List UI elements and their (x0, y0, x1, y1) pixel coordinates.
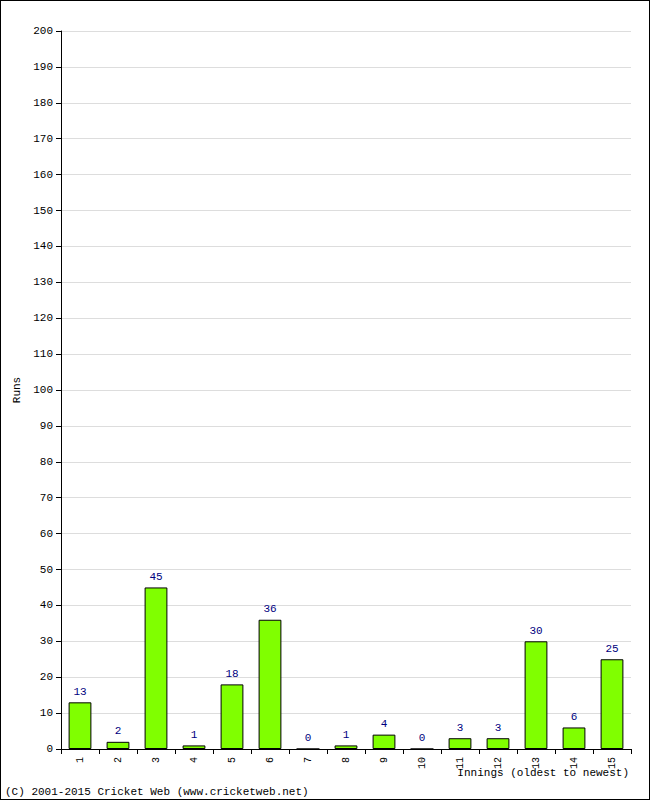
svg-text:5: 5 (227, 757, 238, 763)
svg-text:11: 11 (455, 757, 466, 769)
svg-text:12: 12 (493, 757, 504, 769)
svg-text:1: 1 (75, 757, 86, 763)
svg-text:120: 120 (33, 312, 53, 324)
svg-text:7: 7 (303, 757, 314, 763)
svg-text:40: 40 (40, 599, 53, 611)
svg-text:70: 70 (40, 492, 53, 504)
svg-text:(C) 2001-2015 Cricket Web (www: (C) 2001-2015 Cricket Web (www.cricketwe… (5, 786, 309, 798)
svg-text:10: 10 (40, 707, 53, 719)
svg-text:60: 60 (40, 528, 53, 540)
svg-text:2: 2 (113, 757, 124, 763)
svg-text:150: 150 (33, 205, 53, 217)
svg-text:2: 2 (115, 725, 122, 737)
svg-text:110: 110 (33, 348, 53, 360)
svg-text:50: 50 (40, 564, 53, 576)
svg-text:200: 200 (33, 25, 53, 37)
svg-text:25: 25 (605, 643, 618, 655)
svg-text:15: 15 (607, 757, 618, 769)
svg-text:190: 190 (33, 61, 53, 73)
svg-text:13: 13 (531, 757, 542, 769)
svg-text:160: 160 (33, 169, 53, 181)
svg-text:4: 4 (189, 757, 200, 763)
svg-text:Innings (oldest to newest): Innings (oldest to newest) (457, 767, 629, 779)
svg-text:Runs: Runs (11, 377, 23, 403)
svg-text:8: 8 (341, 757, 352, 763)
svg-text:1: 1 (343, 729, 350, 741)
svg-text:6: 6 (265, 757, 276, 763)
svg-text:3: 3 (495, 722, 502, 734)
svg-text:180: 180 (33, 97, 53, 109)
svg-text:20: 20 (40, 671, 53, 683)
svg-text:1: 1 (191, 729, 198, 741)
svg-text:36: 36 (263, 603, 276, 615)
svg-text:45: 45 (149, 571, 162, 583)
svg-text:3: 3 (151, 757, 162, 763)
svg-text:30: 30 (40, 635, 53, 647)
svg-text:140: 140 (33, 240, 53, 252)
svg-text:90: 90 (40, 420, 53, 432)
svg-text:0: 0 (419, 732, 426, 744)
svg-text:0: 0 (305, 732, 312, 744)
svg-text:10: 10 (417, 757, 428, 769)
svg-text:3: 3 (457, 722, 464, 734)
svg-text:30: 30 (529, 625, 542, 637)
svg-text:18: 18 (225, 668, 238, 680)
svg-text:14: 14 (569, 757, 580, 769)
svg-text:4: 4 (381, 718, 388, 730)
svg-text:170: 170 (33, 133, 53, 145)
svg-text:0: 0 (46, 743, 53, 755)
svg-text:6: 6 (571, 711, 578, 723)
svg-text:100: 100 (33, 384, 53, 396)
svg-text:80: 80 (40, 456, 53, 468)
svg-text:13: 13 (73, 686, 86, 698)
svg-text:9: 9 (379, 757, 390, 763)
svg-text:130: 130 (33, 276, 53, 288)
